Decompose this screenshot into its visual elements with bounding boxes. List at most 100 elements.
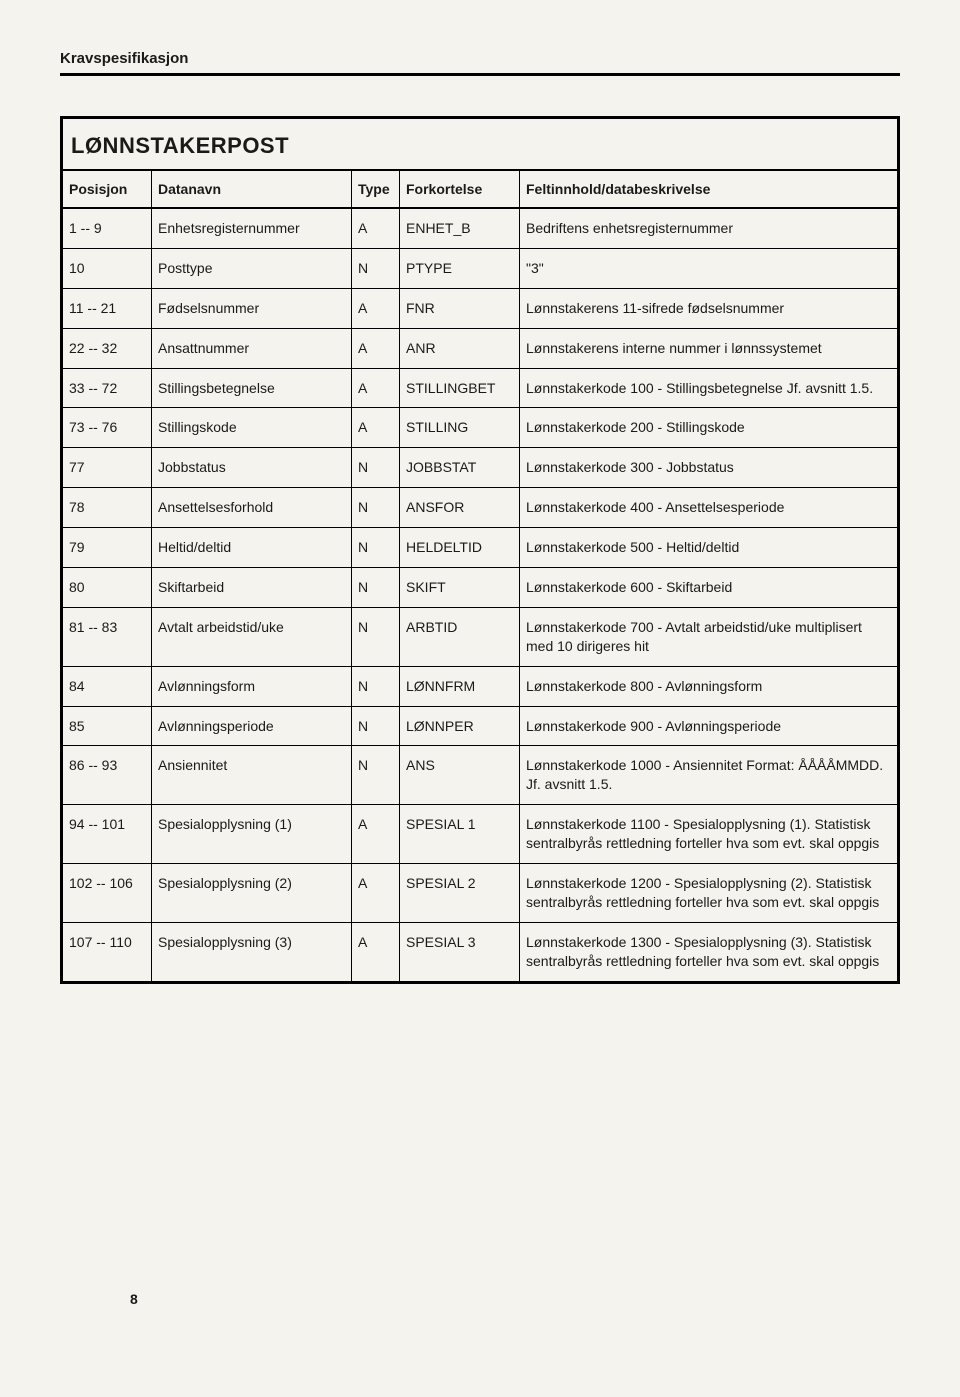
cell-beskrivelse: Lønnstakerkode 1100 - Spesialopplysning …: [520, 805, 899, 864]
table-row: 86 -- 93AnsiennitetNANSLønnstakerkode 10…: [62, 746, 899, 805]
cell-type: N: [352, 448, 400, 488]
table-row: 94 -- 101Spesialopplysning (1)ASPESIAL 1…: [62, 805, 899, 864]
cell-beskrivelse: Lønnstakerkode 400 - Ansettelsesperiode: [520, 488, 899, 528]
cell-forkortelse: ANR: [400, 328, 520, 368]
cell-datanavn: Avlønningsperiode: [152, 706, 352, 746]
cell-beskrivelse: Lønnstakerkode 1000 - Ansiennitet Format…: [520, 746, 899, 805]
cell-beskrivelse: Lønnstakerkode 900 - Avlønningsperiode: [520, 706, 899, 746]
table-row: 78AnsettelsesforholdNANSFORLønnstakerkod…: [62, 488, 899, 528]
cell-beskrivelse: Lønnstakerkode 100 - Stillingsbetegnelse…: [520, 368, 899, 408]
cell-beskrivelse: Lønnstakerens 11-sifrede fødselsnummer: [520, 288, 899, 328]
cell-posisjon: 1 -- 9: [62, 208, 152, 248]
cell-type: A: [352, 864, 400, 923]
cell-beskrivelse: Lønnstakerkode 1200 - Spesialopplysning …: [520, 864, 899, 923]
cell-beskrivelse: Bedriftens enhetsregisternummer: [520, 208, 899, 248]
cell-type: A: [352, 288, 400, 328]
cell-beskrivelse: Lønnstakerens interne nummer i lønnssyst…: [520, 328, 899, 368]
table-row: 85AvlønningsperiodeNLØNNPERLønnstakerkod…: [62, 706, 899, 746]
cell-type: A: [352, 208, 400, 248]
cell-datanavn: Spesialopplysning (2): [152, 864, 352, 923]
cell-type: A: [352, 368, 400, 408]
cell-type: N: [352, 568, 400, 608]
page-number: 8: [130, 1291, 138, 1307]
cell-datanavn: Jobbstatus: [152, 448, 352, 488]
cell-datanavn: Ansattnummer: [152, 328, 352, 368]
cell-posisjon: 10: [62, 248, 152, 288]
cell-forkortelse: LØNNFRM: [400, 666, 520, 706]
cell-forkortelse: LØNNPER: [400, 706, 520, 746]
cell-posisjon: 78: [62, 488, 152, 528]
cell-forkortelse: SKIFT: [400, 568, 520, 608]
col-header-type: Type: [352, 170, 400, 208]
cell-posisjon: 81 -- 83: [62, 607, 152, 666]
table-row: 79Heltid/deltidNHELDELTIDLønnstakerkode …: [62, 528, 899, 568]
table-row: 22 -- 32AnsattnummerAANRLønnstakerens in…: [62, 328, 899, 368]
cell-datanavn: Spesialopplysning (3): [152, 922, 352, 982]
table-title: LØNNSTAKERPOST: [71, 133, 289, 158]
table-row: 80SkiftarbeidNSKIFTLønnstakerkode 600 - …: [62, 568, 899, 608]
cell-forkortelse: JOBBSTAT: [400, 448, 520, 488]
cell-datanavn: Avlønningsform: [152, 666, 352, 706]
cell-type: N: [352, 248, 400, 288]
cell-posisjon: 85: [62, 706, 152, 746]
page-header: Kravspesifikasjon: [60, 50, 900, 76]
cell-datanavn: Stillingskode: [152, 408, 352, 448]
table-title-cell: LØNNSTAKERPOST: [62, 118, 899, 171]
cell-type: A: [352, 328, 400, 368]
cell-posisjon: 79: [62, 528, 152, 568]
cell-beskrivelse: Lønnstakerkode 200 - Stillingskode: [520, 408, 899, 448]
cell-forkortelse: PTYPE: [400, 248, 520, 288]
col-header-beskrivelse: Feltinnhold/databeskrivelse: [520, 170, 899, 208]
cell-forkortelse: ENHET_B: [400, 208, 520, 248]
col-header-forkortelse: Forkortelse: [400, 170, 520, 208]
cell-posisjon: 11 -- 21: [62, 288, 152, 328]
cell-forkortelse: STILLING: [400, 408, 520, 448]
cell-posisjon: 73 -- 76: [62, 408, 152, 448]
cell-beskrivelse: "3": [520, 248, 899, 288]
cell-datanavn: Ansiennitet: [152, 746, 352, 805]
cell-posisjon: 84: [62, 666, 152, 706]
table-row: 33 -- 72StillingsbetegnelseASTILLINGBETL…: [62, 368, 899, 408]
cell-posisjon: 77: [62, 448, 152, 488]
page: Kravspesifikasjon LØNNSTAKERPOST Posisjo…: [60, 50, 900, 1347]
cell-forkortelse: ANS: [400, 746, 520, 805]
table-row: 77JobbstatusNJOBBSTATLønnstakerkode 300 …: [62, 448, 899, 488]
cell-forkortelse: STILLINGBET: [400, 368, 520, 408]
cell-datanavn: Fødselsnummer: [152, 288, 352, 328]
cell-posisjon: 33 -- 72: [62, 368, 152, 408]
cell-forkortelse: SPESIAL 2: [400, 864, 520, 923]
cell-forkortelse: SPESIAL 3: [400, 922, 520, 982]
cell-datanavn: Stillingsbetegnelse: [152, 368, 352, 408]
cell-posisjon: 86 -- 93: [62, 746, 152, 805]
cell-forkortelse: HELDELTID: [400, 528, 520, 568]
col-header-datanavn: Datanavn: [152, 170, 352, 208]
cell-datanavn: Posttype: [152, 248, 352, 288]
spec-table: LØNNSTAKERPOST Posisjon Datanavn Type Fo…: [60, 116, 900, 984]
cell-type: N: [352, 666, 400, 706]
cell-datanavn: Enhetsregisternummer: [152, 208, 352, 248]
table-body: 1 -- 9EnhetsregisternummerAENHET_BBedrif…: [62, 208, 899, 982]
cell-forkortelse: ANSFOR: [400, 488, 520, 528]
cell-datanavn: Avtalt arbeidstid/uke: [152, 607, 352, 666]
cell-beskrivelse: Lønnstakerkode 700 - Avtalt arbeidstid/u…: [520, 607, 899, 666]
cell-forkortelse: FNR: [400, 288, 520, 328]
cell-beskrivelse: Lønnstakerkode 600 - Skiftarbeid: [520, 568, 899, 608]
table-row: 11 -- 21FødselsnummerAFNRLønnstakerens 1…: [62, 288, 899, 328]
cell-beskrivelse: Lønnstakerkode 300 - Jobbstatus: [520, 448, 899, 488]
header-label: Kravspesifikasjon: [60, 50, 900, 71]
cell-type: N: [352, 488, 400, 528]
cell-type: N: [352, 528, 400, 568]
cell-type: A: [352, 805, 400, 864]
cell-forkortelse: SPESIAL 1: [400, 805, 520, 864]
cell-posisjon: 22 -- 32: [62, 328, 152, 368]
cell-posisjon: 80: [62, 568, 152, 608]
cell-type: A: [352, 922, 400, 982]
table-row: 81 -- 83Avtalt arbeidstid/ukeNARBTIDLønn…: [62, 607, 899, 666]
cell-datanavn: Spesialopplysning (1): [152, 805, 352, 864]
table-row: 1 -- 9EnhetsregisternummerAENHET_BBedrif…: [62, 208, 899, 248]
col-header-posisjon: Posisjon: [62, 170, 152, 208]
cell-beskrivelse: Lønnstakerkode 1300 - Spesialopplysning …: [520, 922, 899, 982]
cell-datanavn: Heltid/deltid: [152, 528, 352, 568]
table-row: 10PosttypeNPTYPE"3": [62, 248, 899, 288]
cell-forkortelse: ARBTID: [400, 607, 520, 666]
